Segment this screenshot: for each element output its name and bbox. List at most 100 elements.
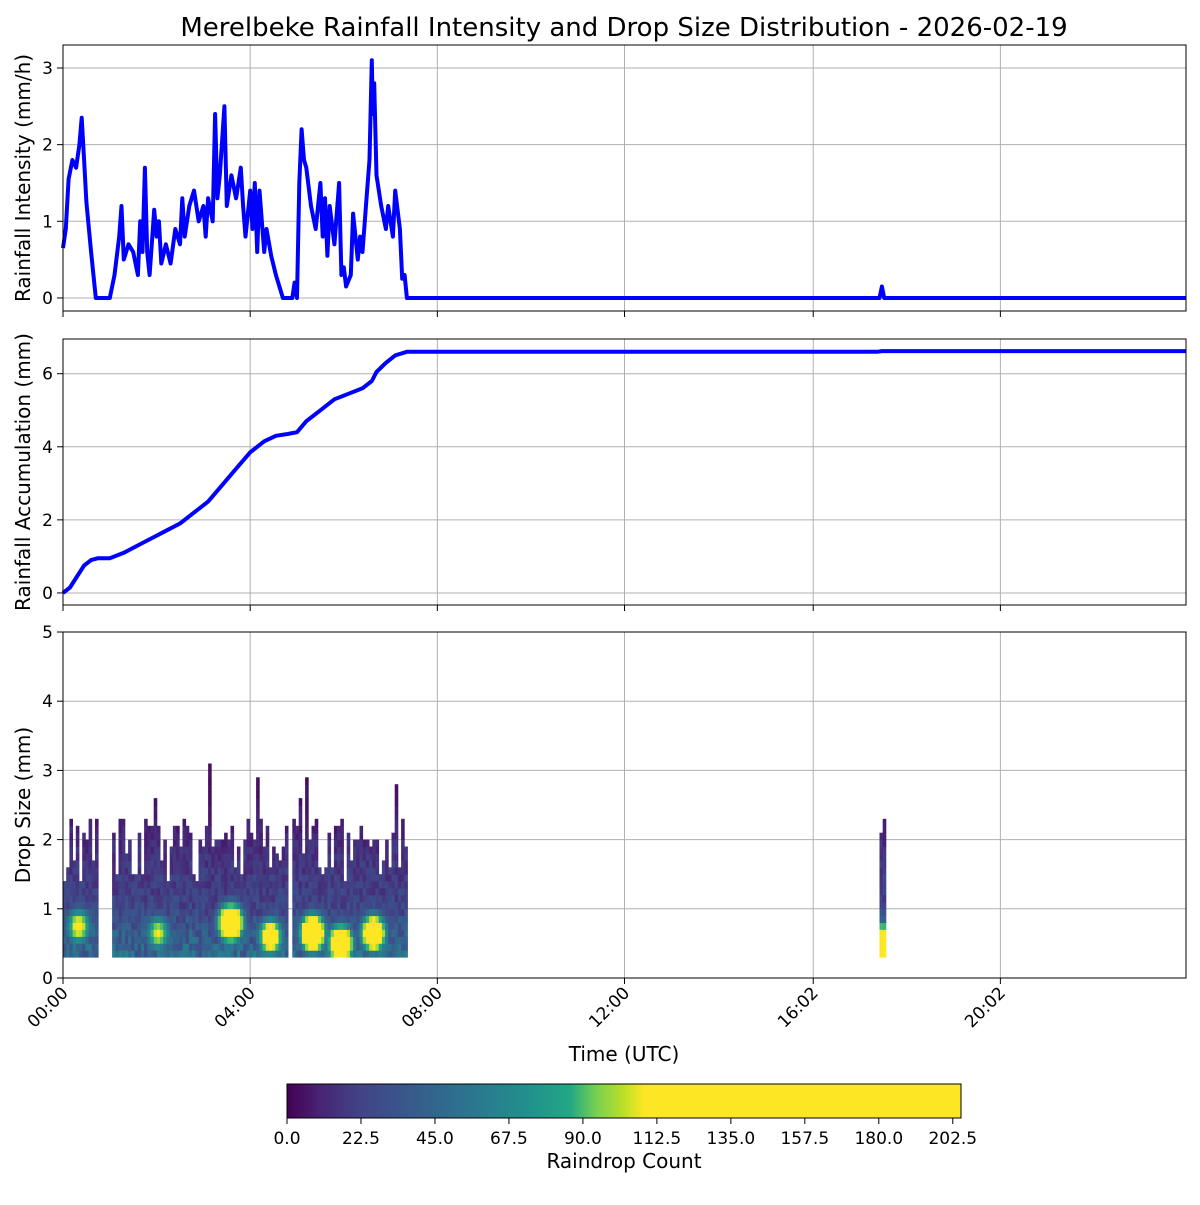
heatmap-cell: [259, 818, 263, 827]
heatmap-cell: [317, 888, 322, 896]
heatmap-cell: [140, 943, 145, 951]
heatmap-cell: [147, 936, 151, 944]
heatmap-cell: [356, 901, 360, 910]
heatmap-cell: [343, 881, 348, 889]
heatmap-cell: [69, 915, 73, 923]
heatmap-cell: [401, 922, 405, 930]
heatmap-cell: [153, 811, 158, 820]
heatmap-cell: [208, 874, 212, 882]
heatmap-cell: [144, 901, 148, 910]
y-tick-label: 0: [42, 584, 53, 604]
heatmap-cell: [115, 888, 119, 896]
heatmap-cell: [265, 908, 270, 917]
heatmap-cell: [882, 818, 887, 827]
heatmap-cell: [227, 888, 231, 896]
heatmap-cell: [233, 950, 238, 958]
heatmap-cell: [79, 929, 83, 937]
heatmap-cell: [208, 770, 212, 778]
heatmap-cell: [369, 915, 373, 923]
heatmap-cell: [243, 895, 247, 903]
heatmap-cell: [246, 888, 251, 896]
heatmap-cell: [333, 895, 338, 903]
heatmap-cell: [882, 943, 887, 951]
heatmap-cell: [369, 846, 373, 854]
heatmap-cell: [321, 929, 325, 937]
heatmap-cell: [295, 853, 300, 861]
heatmap-cell: [388, 922, 392, 930]
heatmap-cell: [75, 825, 80, 834]
heatmap-cell: [292, 860, 296, 868]
heatmap-cell: [204, 908, 209, 917]
heatmap-cell: [134, 895, 139, 903]
heatmap-cell: [378, 895, 383, 903]
heatmap-cell: [72, 929, 77, 937]
heatmap-cell: [95, 846, 99, 854]
heatmap-cell: [211, 901, 215, 910]
heatmap-cell: [391, 832, 396, 840]
heatmap-cell: [246, 922, 251, 930]
colorbar-label: Raindrop Count: [546, 1149, 701, 1173]
heatmap-cell: [131, 915, 135, 923]
heatmap-cell: [72, 943, 77, 951]
heatmap-cell: [198, 908, 203, 917]
heatmap-cell: [112, 922, 116, 930]
heatmap-cell: [281, 901, 286, 910]
heatmap-cell: [198, 943, 203, 951]
heatmap-cell: [349, 874, 354, 882]
colorbar-tick-label: 67.5: [490, 1129, 528, 1149]
heatmap-cell: [353, 929, 357, 937]
heatmap-cell: [311, 936, 316, 944]
heatmap-cell: [185, 832, 190, 840]
heatmap-cell: [188, 950, 193, 958]
colorbar-tick-label: 202.5: [928, 1129, 977, 1149]
heatmap-cell: [179, 860, 183, 868]
heatmap-cell: [340, 867, 344, 875]
heatmap-cell: [201, 867, 206, 875]
heatmap-cell: [166, 943, 171, 951]
heatmap-cell: [311, 846, 316, 854]
heatmap-cell: [262, 888, 267, 896]
heatmap-cell: [308, 943, 312, 951]
heatmap-cell: [349, 895, 354, 903]
heatmap-cell: [153, 825, 158, 834]
heatmap-cell: [879, 895, 884, 903]
heatmap-cell: [176, 881, 180, 889]
heatmap-cell: [314, 832, 319, 840]
heatmap-cell: [150, 860, 155, 868]
heatmap-cell: [79, 908, 83, 917]
heatmap-cell: [305, 908, 309, 917]
heatmap-cell: [401, 846, 405, 854]
heatmap-cell: [295, 832, 300, 840]
heatmap-cell: [262, 908, 267, 917]
heatmap-cell: [340, 839, 344, 847]
heatmap-cell: [246, 853, 251, 861]
heatmap-cell: [128, 950, 132, 958]
heatmap-cell: [88, 832, 93, 840]
heatmap-cell: [185, 881, 190, 889]
heatmap-cell: [150, 839, 155, 847]
heatmap-cell: [208, 853, 212, 861]
heatmap-cell: [208, 791, 212, 799]
heatmap-cell: [243, 874, 247, 882]
heatmap-cell: [69, 881, 73, 889]
heatmap-cell: [208, 922, 212, 930]
heatmap-cell: [66, 915, 70, 923]
heatmap-cell: [188, 922, 193, 930]
heatmap-cell: [311, 908, 316, 917]
heatmap-cell: [324, 895, 328, 903]
heatmap-cell: [278, 950, 283, 958]
heatmap-cell: [369, 901, 373, 910]
heatmap-cell: [85, 860, 89, 868]
heatmap-cell: [391, 853, 396, 861]
heatmap-cell: [394, 950, 399, 958]
heatmap-cell: [346, 832, 351, 840]
heatmap-cell: [275, 943, 279, 951]
heatmap-cell: [153, 888, 158, 896]
heatmap-cell: [278, 901, 283, 910]
heatmap-cell: [272, 853, 276, 861]
heatmap-cell: [88, 929, 93, 937]
heatmap-cell: [69, 818, 73, 827]
heatmap-cell: [121, 832, 126, 840]
